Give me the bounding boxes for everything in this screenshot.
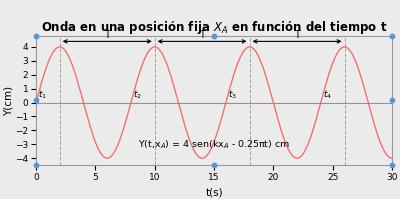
Point: [389, 99, 395, 102]
Point: [33, 34, 39, 37]
Point: [33, 164, 39, 167]
Text: $t_2$: $t_2$: [133, 89, 142, 101]
X-axis label: t(s): t(s): [205, 187, 223, 197]
Point: [211, 164, 217, 167]
Text: $t_3$: $t_3$: [228, 89, 237, 101]
Y-axis label: Y(cm): Y(cm): [4, 85, 14, 116]
Text: $t_1$: $t_1$: [38, 89, 48, 101]
Text: Y(t,x$_A$) = 4 sen(kx$_A$ - 0.25πt) cm: Y(t,x$_A$) = 4 sen(kx$_A$ - 0.25πt) cm: [138, 139, 290, 151]
Point: [211, 34, 217, 37]
Text: $t_4$: $t_4$: [323, 89, 332, 101]
Point: [389, 34, 395, 37]
Text: T: T: [199, 30, 205, 40]
Title: Onda en una posición fija $X_A$ en función del tiempo t: Onda en una posición fija $X_A$ en funci…: [41, 19, 387, 36]
Point: [389, 164, 395, 167]
Point: [33, 99, 39, 102]
Text: T: T: [104, 30, 110, 40]
Text: T: T: [294, 30, 300, 40]
